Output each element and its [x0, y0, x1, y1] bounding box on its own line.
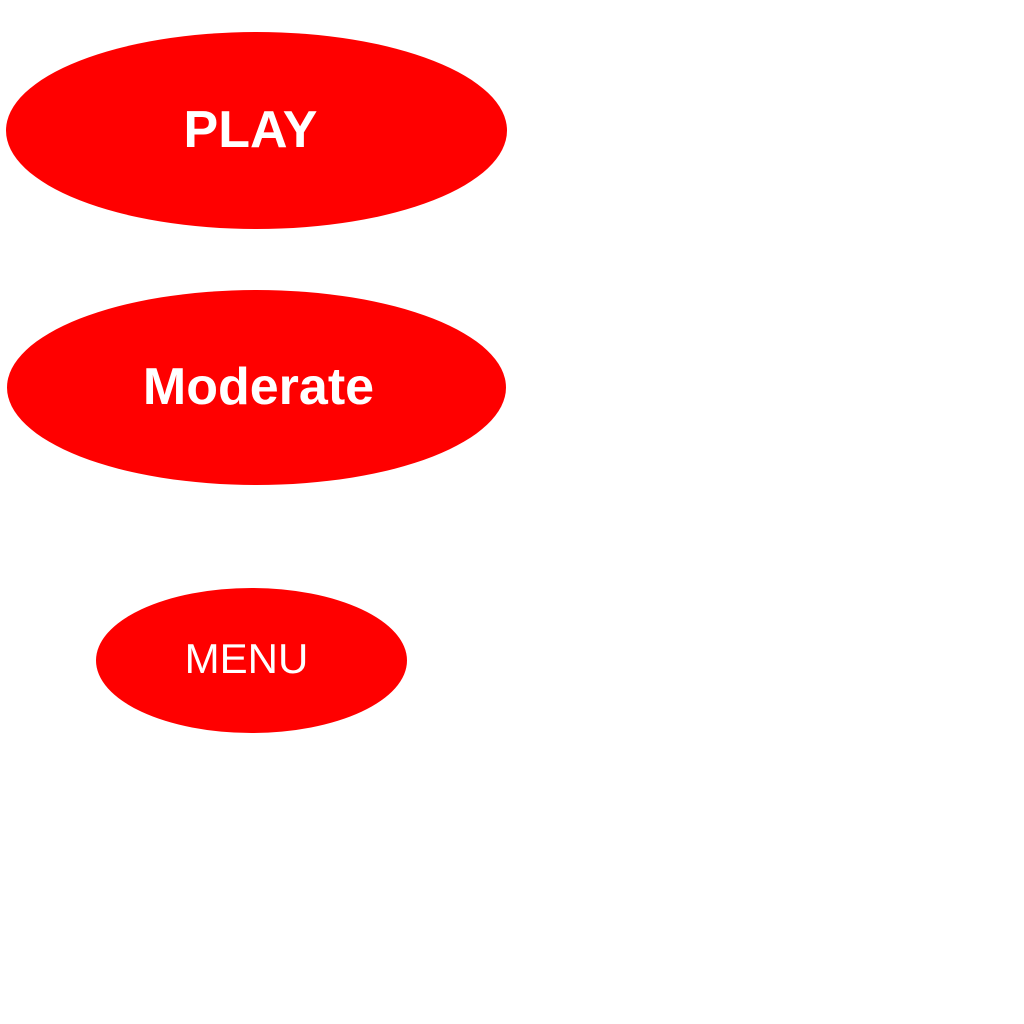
play-button[interactable]: PLAY: [6, 32, 507, 229]
menu-button[interactable]: MENU: [96, 588, 407, 733]
difficulty-button-label: Moderate: [142, 357, 375, 416]
difficulty-button[interactable]: Moderate: [7, 290, 506, 485]
play-button-label: PLAY: [183, 100, 318, 159]
menu-button-label: MENU: [184, 635, 309, 682]
